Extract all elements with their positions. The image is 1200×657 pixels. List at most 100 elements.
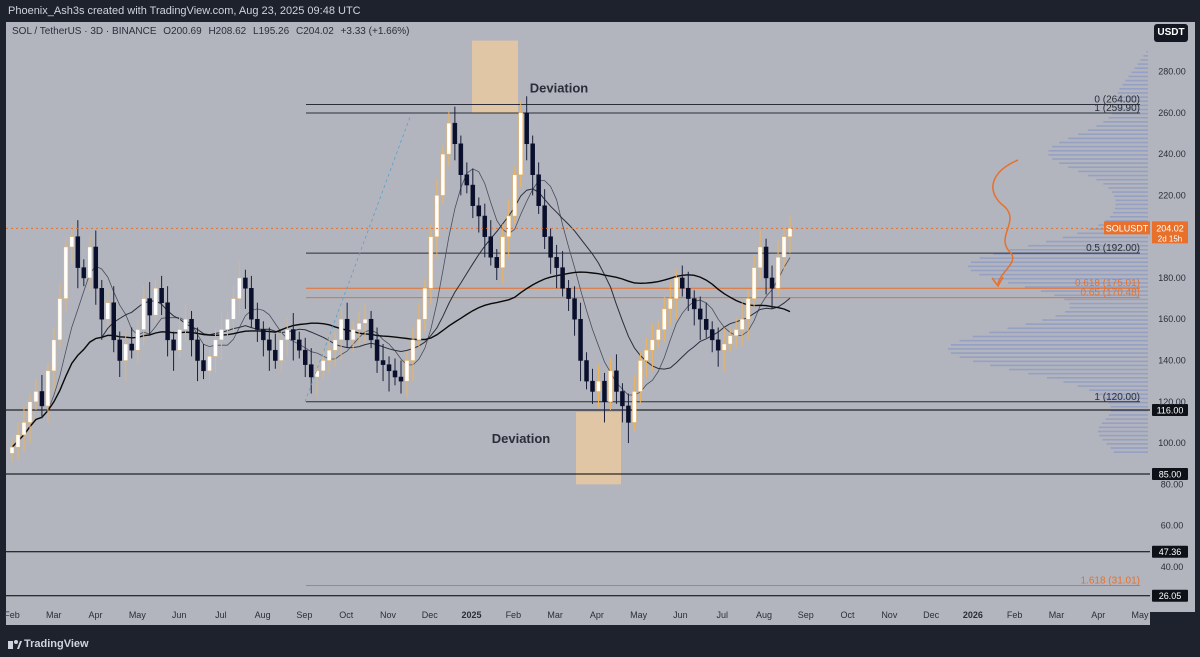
level-label: 1 (259.90) (1094, 103, 1140, 114)
candle-body (45, 370, 51, 407)
x-tick-label: Jul (716, 610, 728, 620)
volume-profile-bar (1112, 112, 1148, 115)
candle-body (482, 215, 488, 237)
volume-profile-bar (1098, 393, 1148, 396)
candle-body (584, 360, 589, 382)
volume-profile-bar (1128, 75, 1148, 78)
volume-profile-bar (1042, 319, 1148, 321)
volume-profile-bar (1068, 137, 1148, 140)
volume-profile-bar (970, 269, 1148, 272)
x-tick-label: Apr (89, 610, 103, 620)
price-chart[interactable]: 0 (264.00)1 (259.90) 0.5 (192.00) 0.618 (1… (0, 22, 1200, 633)
volume-profile-bar (1119, 88, 1148, 90)
level-price-tag (1152, 545, 1188, 558)
y-tick-label: 160.00 (1158, 314, 1186, 324)
level-label: 0.5 (192.00) (1086, 243, 1140, 254)
volume-profile-bar (1059, 141, 1148, 144)
candle-body (398, 376, 404, 382)
legend-high: H208.62 (208, 26, 247, 37)
candle-body (273, 349, 278, 361)
attribution-text: Phoenix_Ash3s created with TradingView.c… (8, 5, 361, 17)
volume-profile-bar (973, 360, 1148, 363)
y-tick-label: 40.00 (1161, 562, 1184, 572)
volume-profile-bar (1098, 426, 1148, 429)
x-tick-label: Nov (881, 610, 898, 620)
currency-button[interactable]: USDT (1154, 24, 1188, 42)
legend-symbol[interactable]: SOL / TetherUS · 3D · BINANCE (12, 26, 157, 37)
candle-body (572, 298, 577, 320)
candle-body (476, 205, 482, 217)
volume-profile-bar (1146, 50, 1148, 53)
volume-profile-bar (1046, 240, 1148, 243)
deviation-zone (472, 40, 518, 113)
y-tick-label: 60.00 (1161, 521, 1184, 531)
candle-body (57, 298, 63, 341)
volume-profile-bar (1097, 430, 1148, 433)
candle-body (195, 339, 200, 361)
candle-body (231, 298, 236, 320)
level-label: 1 (120.00) (1094, 392, 1140, 403)
candle-body (171, 339, 176, 351)
x-tick-label: Aug (756, 610, 772, 620)
tradingview-logo-icon[interactable] (8, 633, 22, 657)
candle-body (75, 236, 81, 268)
volume-profile-bar (1027, 244, 1148, 247)
volume-profile-bar (1103, 121, 1148, 123)
volume-profile-bar (1048, 154, 1148, 156)
candle-body (697, 308, 703, 320)
candle-body (219, 329, 224, 341)
deviation-label-bottom: Deviation (492, 431, 551, 446)
volume-profile-bar (1052, 158, 1148, 160)
price-tag-value: 204.02 (1156, 223, 1184, 233)
volume-profile-bar (1087, 129, 1148, 131)
symbol-tag (1104, 221, 1150, 235)
volume-profile-bar (1105, 418, 1148, 420)
candle-body (314, 370, 320, 378)
candle-body (691, 298, 697, 310)
candle-body (458, 143, 464, 175)
volume-profile-bar (972, 335, 1148, 338)
candle-body (165, 302, 170, 341)
volume-profile-bar (1114, 207, 1148, 210)
level-label: 1.618 (31.01) (1081, 575, 1141, 586)
candle-body (93, 246, 99, 289)
candle-body (428, 236, 434, 289)
candle-body (548, 236, 553, 258)
volume-profile-bar (1007, 282, 1148, 284)
volume-profile-bar (1108, 187, 1148, 189)
volume-profile-bar (1063, 381, 1148, 383)
candle-body (177, 329, 182, 351)
projection-arrowhead-icon (991, 276, 1004, 288)
volume-profile-bar (1104, 397, 1148, 400)
volume-profile-bar (989, 331, 1148, 334)
candle-body (566, 288, 571, 299)
candle-body (626, 405, 631, 423)
y-tick-label: 140.00 (1158, 356, 1186, 366)
volume-profile-bar (1109, 216, 1148, 218)
candle-body (183, 318, 188, 330)
candle-body (141, 298, 146, 330)
x-tick-label: Sep (798, 610, 814, 620)
candle-body (638, 360, 643, 392)
candle-body (201, 360, 206, 372)
volume-profile-bar (1105, 220, 1148, 222)
x-tick-label: 2025 (462, 610, 482, 620)
candle-body (147, 298, 152, 316)
candle-body (506, 215, 511, 237)
volume-profile-bar (979, 257, 1148, 259)
volume-profile-bar (1108, 116, 1148, 119)
candle-body (662, 308, 667, 330)
level-price-tag-text: 26.05 (1159, 591, 1182, 601)
candle-body (494, 257, 500, 268)
volume-profile-bar (1113, 451, 1148, 453)
volume-profile-bar (1110, 410, 1148, 412)
candle-body (739, 318, 745, 330)
x-tick-label: Jun (673, 610, 688, 620)
footer-brand[interactable]: TradingView (24, 638, 89, 650)
volume-profile-bar (1143, 55, 1148, 57)
candle-body (350, 329, 356, 341)
price-tag (1152, 221, 1188, 244)
candle-body (769, 277, 775, 289)
candle-body (542, 205, 547, 237)
candle-body (51, 339, 57, 372)
